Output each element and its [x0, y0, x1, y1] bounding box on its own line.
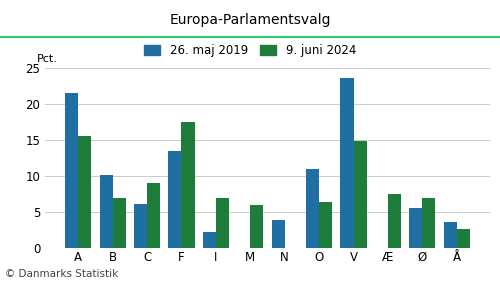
Legend: 26. maj 2019, 9. juni 2024: 26. maj 2019, 9. juni 2024 — [144, 44, 356, 57]
Bar — [422, 198, 436, 248]
Text: © Danmarks Statistik: © Danmarks Statistik — [5, 269, 118, 279]
Bar — [409, 208, 422, 248]
Bar — [444, 222, 456, 248]
Bar — [147, 183, 160, 248]
Bar — [203, 232, 216, 248]
Text: Europa-Parlamentsvalg: Europa-Parlamentsvalg — [169, 13, 331, 27]
Bar — [100, 175, 112, 248]
Bar — [388, 194, 401, 248]
Bar — [272, 220, 284, 248]
Bar — [354, 141, 366, 248]
Bar — [134, 204, 147, 248]
Bar — [250, 205, 264, 248]
Bar — [78, 136, 92, 248]
Bar — [340, 78, 353, 248]
Bar — [306, 169, 319, 248]
Bar — [456, 229, 470, 248]
Bar — [319, 202, 332, 248]
Bar — [168, 151, 181, 248]
Bar — [182, 122, 194, 248]
Bar — [112, 198, 126, 248]
Bar — [65, 93, 78, 248]
Bar — [216, 198, 229, 248]
Text: Pct.: Pct. — [37, 54, 58, 64]
